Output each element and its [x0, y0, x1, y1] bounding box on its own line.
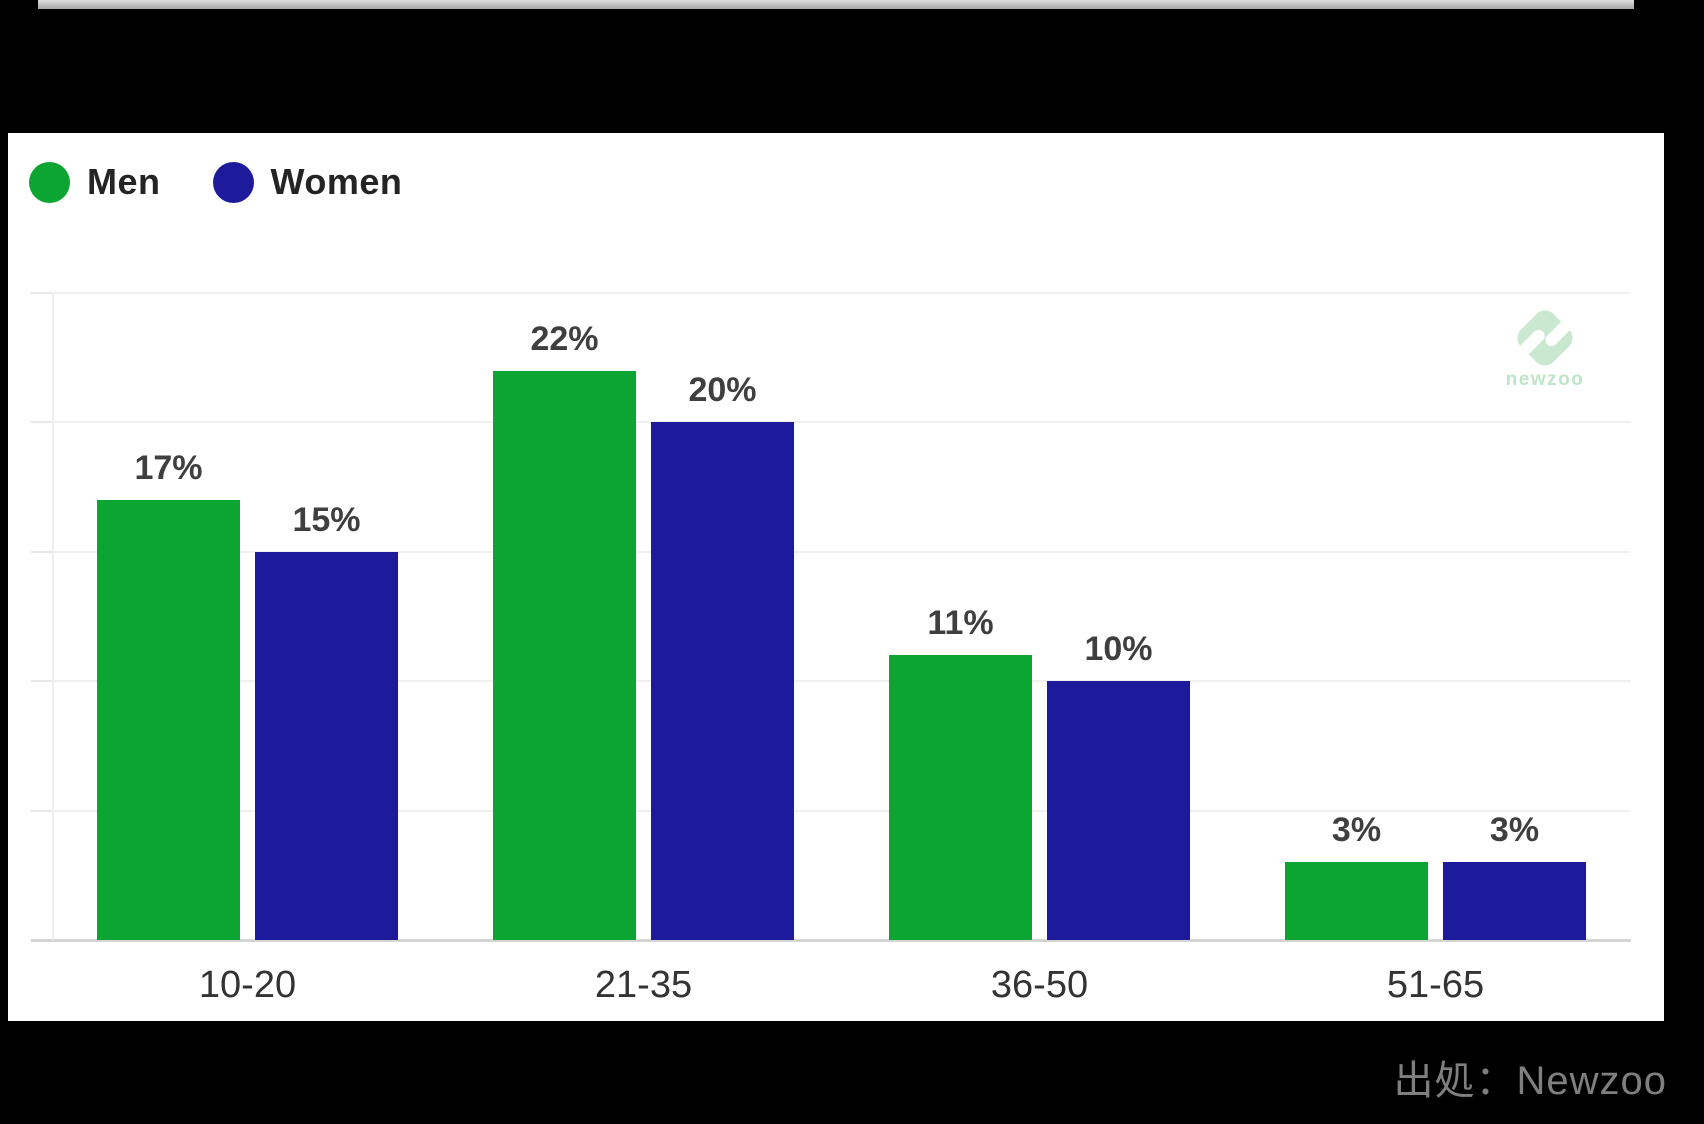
value-label-men-51-65: 3%: [1331, 811, 1382, 849]
y-axis-tick-20: [31, 421, 52, 424]
value-label-women-10-20: 15%: [292, 501, 361, 539]
chart-panel: Men Women 17% 15% 10-20 22% 20% 21-35 11% 10% 36…: [8, 133, 1664, 1021]
men-series-dot-icon: [29, 161, 70, 203]
newzoo-watermark-text: newzoo: [1505, 369, 1585, 390]
x-tick-label-10-20: 10-20: [198, 964, 297, 1006]
gridline-15: [52, 550, 1631, 553]
value-label-men-21-35: 22%: [530, 320, 599, 358]
value-label-women-36-50: 10%: [1084, 630, 1153, 668]
bar-women-51-65: [1443, 862, 1586, 940]
newzoo-logo-icon: [1512, 305, 1578, 371]
x-tick-label-21-35: 21-35: [594, 964, 693, 1006]
value-label-men-10-20: 17%: [134, 449, 203, 487]
gridline-25: [52, 292, 1631, 294]
bar-women-21-35: [651, 422, 794, 940]
y-axis-tick-25: [31, 292, 52, 294]
bar-men-21-35: [493, 371, 636, 940]
legend-item-women: Women: [212, 161, 403, 203]
chart-legend: Men Women: [29, 161, 402, 203]
gridline-20: [52, 421, 1631, 424]
newzoo-logo-stripe: [1517, 327, 1548, 358]
bar-women-36-50: [1047, 681, 1190, 940]
y-axis-line: [52, 293, 54, 940]
y-axis-tick-15: [31, 550, 52, 553]
value-label-men-36-50: 11%: [927, 604, 994, 642]
gridline-0: [31, 939, 1631, 942]
women-series-dot-icon: [212, 161, 254, 203]
bar-men-51-65: [1285, 862, 1428, 940]
bar-women-10-20: [255, 552, 398, 940]
top-window-edge: [38, 0, 1634, 9]
gridline-10: [52, 680, 1631, 683]
bar-men-10-20: [97, 500, 240, 940]
legend-label-men: Men: [87, 161, 161, 202]
legend-item-men: Men: [29, 161, 161, 203]
bar-men-36-50: [889, 655, 1032, 940]
value-label-women-51-65: 3%: [1489, 811, 1540, 849]
legend-label-women: Women: [270, 161, 403, 202]
y-axis-tick-5: [31, 809, 52, 812]
gridline-5: [52, 809, 1631, 812]
x-tick-label-36-50: 36-50: [990, 964, 1089, 1006]
x-tick-label-51-65: 51-65: [1386, 964, 1485, 1006]
newzoo-logo-stripe: [1542, 318, 1573, 349]
source-note: 出処：Newzoo: [1393, 1059, 1667, 1103]
newzoo-watermark: newzoo: [1495, 305, 1595, 395]
y-axis-tick-10: [31, 680, 52, 683]
value-label-women-21-35: 20%: [688, 371, 757, 409]
